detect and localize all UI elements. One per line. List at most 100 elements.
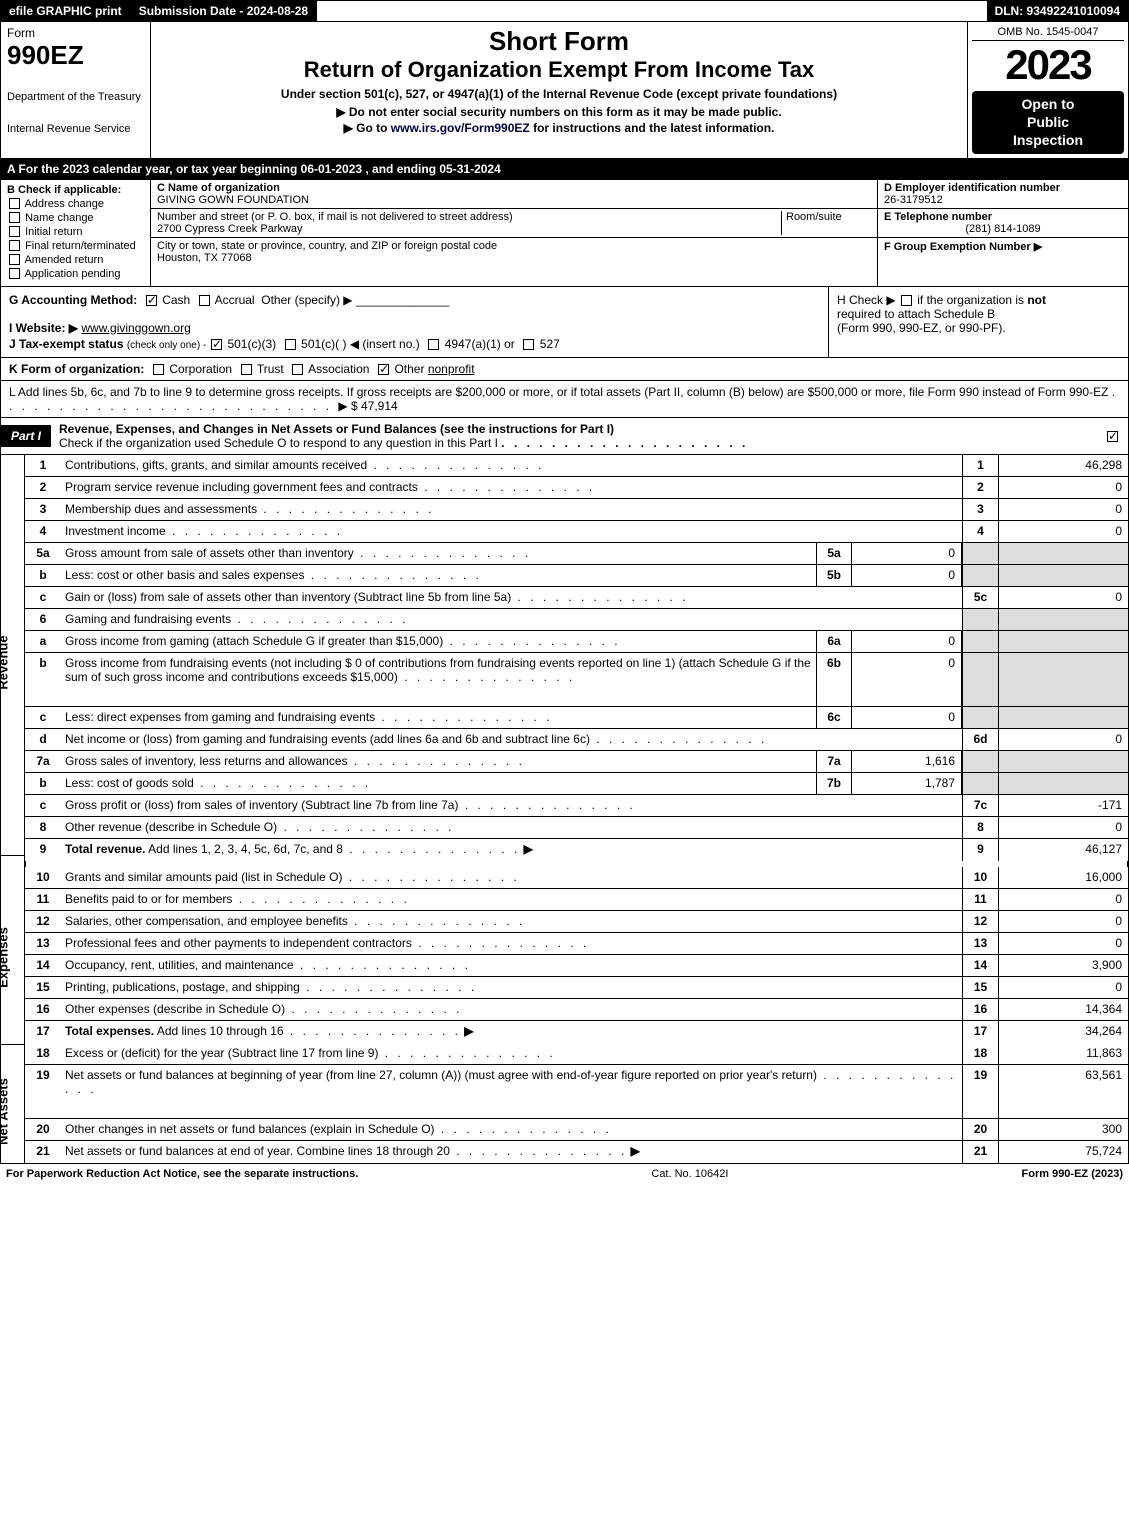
line-num: 3 xyxy=(25,499,61,520)
sub-num: 6a xyxy=(816,631,852,652)
right-val: 0 xyxy=(998,729,1128,750)
line-desc: Investment income . . . . . . . . . . . … xyxy=(61,521,962,542)
line-7b: bLess: cost of goods sold . . . . . . . … xyxy=(25,773,1128,795)
dept-irs: Internal Revenue Service xyxy=(7,123,144,135)
i-website: I Website: ▶ www.givinggown.org xyxy=(9,321,820,335)
line-num: 12 xyxy=(25,911,61,932)
d-lbl: D Employer identification number xyxy=(884,182,1060,194)
line-12: 12Salaries, other compensation, and empl… xyxy=(25,911,1128,933)
website-link[interactable]: www.givinggown.org xyxy=(81,321,190,335)
chk-name-change[interactable]: Name change xyxy=(7,212,144,224)
line-6c: cLess: direct expenses from gaming and f… xyxy=(25,707,1128,729)
line-9: 9Total revenue. Add lines 1, 2, 3, 4, 5c… xyxy=(25,839,1128,861)
line-num: 20 xyxy=(25,1119,61,1140)
line-num: 5a xyxy=(25,543,61,564)
chk-cash[interactable] xyxy=(146,295,157,306)
line-num: c xyxy=(25,795,61,816)
chk-assoc[interactable] xyxy=(292,364,303,375)
line-21: 21Net assets or fund balances at end of … xyxy=(25,1141,1128,1163)
line-desc: Total revenue. Add lines 1, 2, 3, 4, 5c,… xyxy=(61,839,962,861)
vlabel-netassets: Net Assets xyxy=(1,1044,25,1163)
line-num: 4 xyxy=(25,521,61,542)
right-num: 18 xyxy=(962,1043,998,1064)
g-lbl: G Accounting Method: xyxy=(9,293,137,307)
line-3: 3Membership dues and assessments . . . .… xyxy=(25,499,1128,521)
right-num: 12 xyxy=(962,911,998,932)
right-num xyxy=(962,773,998,794)
k-lbl: K Form of organization: xyxy=(9,362,144,376)
chk-corp[interactable] xyxy=(153,364,164,375)
chk-501c3[interactable] xyxy=(211,339,222,350)
chk-527[interactable] xyxy=(523,339,534,350)
chk-accrual[interactable] xyxy=(199,295,210,306)
g-other: Other (specify) ▶ xyxy=(261,293,352,307)
line-13: 13Professional fees and other payments t… xyxy=(25,933,1128,955)
line-6a: aGross income from gaming (attach Schedu… xyxy=(25,631,1128,653)
line-num: 18 xyxy=(25,1043,61,1064)
line-num: 8 xyxy=(25,817,61,838)
chk-address-change[interactable]: Address change xyxy=(7,198,144,210)
ein: 26-3179512 xyxy=(884,194,943,206)
chk-trust[interactable] xyxy=(241,364,252,375)
right-val: -171 xyxy=(998,795,1128,816)
k-other-val: nonprofit xyxy=(428,362,475,376)
right-num: 20 xyxy=(962,1119,998,1140)
footer-formid: Form 990-EZ (2023) xyxy=(1022,1168,1123,1180)
chk-amended-return[interactable]: Amended return xyxy=(7,254,144,266)
chk-4947[interactable] xyxy=(428,339,439,350)
right-val: 75,724 xyxy=(998,1141,1128,1163)
org-city: Houston, TX 77068 xyxy=(157,252,252,264)
line-desc: Gross sales of inventory, less returns a… xyxy=(61,751,816,772)
line-4: 4Investment income . . . . . . . . . . .… xyxy=(25,521,1128,543)
j-tax-exempt: J Tax-exempt status (check only one) - 5… xyxy=(9,337,820,351)
row-a-tax-year: A For the 2023 calendar year, or tax yea… xyxy=(0,159,1129,180)
right-val: 11,863 xyxy=(998,1043,1128,1064)
h-pre: H Check ▶ xyxy=(837,293,896,307)
irs-link[interactable]: www.irs.gov/Form990EZ xyxy=(391,121,530,135)
c-name-lbl: C Name of organization xyxy=(157,182,280,194)
chk-application-pending[interactable]: Application pending xyxy=(7,268,144,280)
right-val: 0 xyxy=(998,587,1128,608)
line-6b: bGross income from fundraising events (n… xyxy=(25,653,1128,707)
note-goto-post: for instructions and the latest informat… xyxy=(530,121,775,135)
chk-part-i-schedule-o[interactable] xyxy=(1107,431,1118,442)
right-num: 15 xyxy=(962,977,998,998)
j-pre: J Tax-exempt status xyxy=(9,337,127,351)
line-desc: Total expenses. Add lines 10 through 16 … xyxy=(61,1021,962,1043)
vlabel-expenses: Expenses xyxy=(1,855,25,1044)
chk-h[interactable] xyxy=(901,295,912,306)
line-desc: Less: cost of goods sold . . . . . . . .… xyxy=(61,773,816,794)
right-num: 7c xyxy=(962,795,998,816)
right-num: 17 xyxy=(962,1021,998,1043)
open-line1: Open to xyxy=(976,95,1120,113)
org-street: 2700 Cypress Creek Parkway xyxy=(157,223,303,235)
title-return: Return of Organization Exempt From Incom… xyxy=(157,57,961,83)
right-num: 9 xyxy=(962,839,998,861)
line-desc: Gross income from gaming (attach Schedul… xyxy=(61,631,816,652)
sub-val: 0 xyxy=(852,707,962,728)
right-num: 3 xyxy=(962,499,998,520)
chk-other-org[interactable] xyxy=(378,364,389,375)
sub-val: 1,616 xyxy=(852,751,962,772)
dept-treasury: Department of the Treasury xyxy=(7,91,144,103)
chk-final-return[interactable]: Final return/terminated xyxy=(7,240,144,252)
right-num: 14 xyxy=(962,955,998,976)
part-i-title: Revenue, Expenses, and Changes in Net As… xyxy=(51,418,1097,454)
chk-501c[interactable] xyxy=(285,339,296,350)
right-val xyxy=(998,751,1128,772)
chk-initial-return[interactable]: Initial return xyxy=(7,226,144,238)
line-num: 15 xyxy=(25,977,61,998)
right-val: 0 xyxy=(998,817,1128,838)
vlabel-revenue: Revenue xyxy=(1,455,25,855)
page-footer: For Paperwork Reduction Act Notice, see … xyxy=(0,1164,1129,1184)
open-line2: Public xyxy=(976,113,1120,131)
right-val: 0 xyxy=(998,521,1128,542)
line-num: 13 xyxy=(25,933,61,954)
note-goto-pre: ▶ Go to xyxy=(344,121,391,135)
section-c: C Name of organization GIVING GOWN FOUND… xyxy=(151,180,878,286)
right-val xyxy=(998,773,1128,794)
line-desc: Professional fees and other payments to … xyxy=(61,933,962,954)
line-desc: Gross amount from sale of assets other t… xyxy=(61,543,816,564)
line-desc: Gain or (loss) from sale of assets other… xyxy=(61,587,962,608)
right-num xyxy=(962,653,998,706)
